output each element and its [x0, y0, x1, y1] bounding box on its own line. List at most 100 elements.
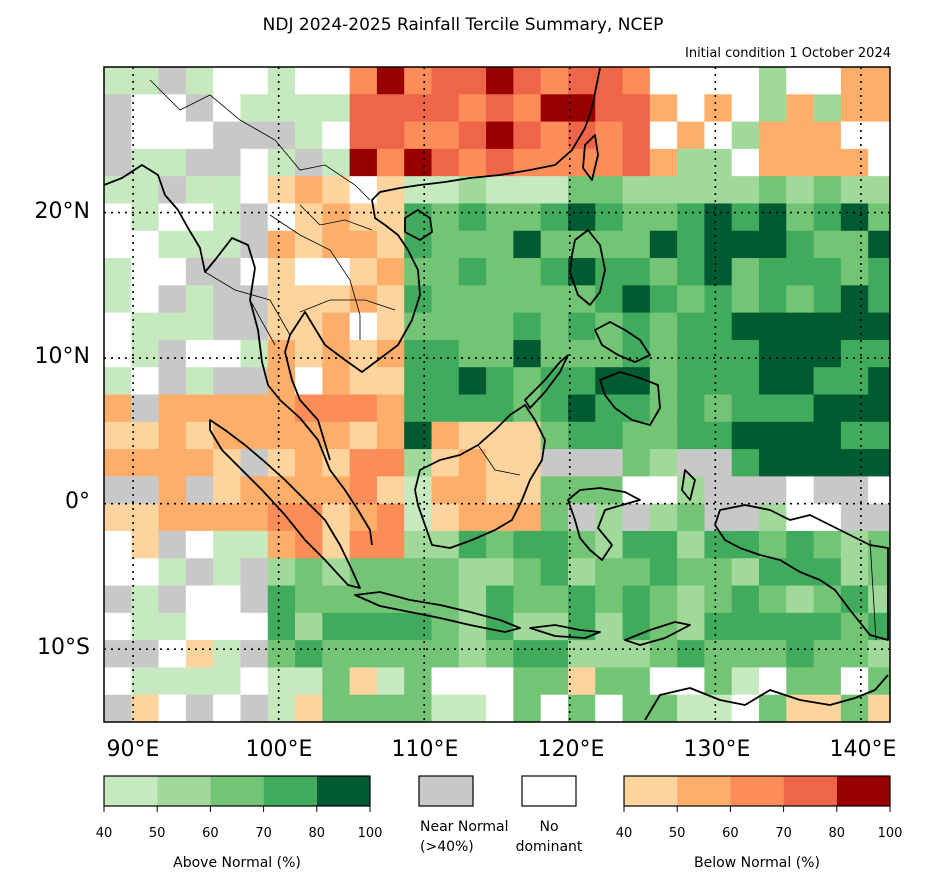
grid-cell [677, 312, 705, 341]
grid-cell [513, 585, 542, 614]
grid-cell [213, 312, 241, 341]
grid-cell [104, 612, 132, 641]
grid-cell [677, 421, 705, 450]
grid-cell [349, 530, 378, 559]
grid-cell [677, 503, 705, 532]
grid-cell [868, 67, 891, 95]
lat-label-10n: 10°N [34, 344, 90, 369]
grid-cell [458, 121, 487, 150]
colorbar-tick-label: 50 [148, 826, 166, 841]
grid-cell [349, 67, 378, 95]
grid-cell [868, 94, 891, 123]
grid-cell [376, 530, 405, 559]
grid-cell [813, 530, 842, 559]
grid-cell [240, 67, 269, 95]
grid-cell [540, 285, 569, 314]
grid-cell [322, 121, 351, 150]
grid-cell [540, 449, 569, 477]
sulawesi-coastline [567, 487, 641, 561]
tercile-grid [104, 67, 891, 723]
grid-cell [185, 394, 214, 423]
grid-cell [322, 394, 351, 423]
grid-cell [840, 558, 869, 587]
lon-label-110e: 110°E [391, 737, 459, 762]
grid-cell [240, 94, 269, 123]
grid-cell [840, 94, 869, 123]
grid-cell [704, 558, 733, 587]
palawan-coastline [524, 354, 569, 409]
grid-cell [431, 394, 460, 423]
grid-cell [731, 667, 760, 696]
grid-cell [240, 339, 269, 368]
grid-cell [104, 367, 132, 395]
grid-cell [622, 121, 651, 150]
grid-cell [376, 558, 405, 587]
grid-cell [213, 203, 241, 232]
grid-cell [704, 585, 733, 614]
grid-cell [731, 367, 760, 395]
grid-cell [677, 394, 705, 423]
grid-cell [213, 503, 241, 532]
grid-cell [677, 67, 705, 95]
grid-cell [213, 421, 241, 450]
grid-cell [567, 585, 596, 614]
grid-cell [376, 612, 405, 641]
grid-cell [158, 258, 187, 286]
grid-cell [158, 640, 187, 668]
grid-cell [868, 312, 891, 341]
grid-cell [158, 394, 187, 423]
grid-cell [622, 258, 651, 286]
grid-cell [158, 367, 187, 395]
grid-cell [677, 148, 705, 177]
grid-cell [704, 394, 733, 423]
grid-cell [622, 176, 651, 204]
grid-cell [295, 339, 323, 368]
lat-label-0: 0° [65, 489, 90, 514]
grid-cell [486, 558, 514, 587]
grid-cell [185, 67, 214, 95]
colorbar-segment [263, 776, 317, 806]
grid-cell [759, 67, 787, 95]
grid-cell [595, 285, 624, 314]
grid-cell [513, 94, 542, 123]
grid-cell [759, 258, 787, 286]
grid-cell [731, 421, 760, 450]
grid-cell [213, 694, 241, 723]
grid-cell [649, 367, 678, 395]
grid-cell [185, 476, 214, 505]
grid-cell [213, 530, 241, 559]
grid-cell [677, 176, 705, 204]
grid-cell [376, 339, 405, 368]
grid-cell [786, 148, 815, 177]
grid-cell [786, 94, 815, 123]
grid-cell [677, 94, 705, 123]
grid-cell [185, 612, 214, 641]
initial-condition-label: Initial condition 1 October 2024 [685, 46, 891, 61]
grid-cell [540, 312, 569, 341]
grid-cell [786, 476, 815, 505]
grid-cell [267, 476, 296, 505]
grid-cell [813, 503, 842, 532]
map-frame [103, 66, 891, 723]
grid-cell [813, 394, 842, 423]
grid-cell [677, 449, 705, 477]
lon-label-120e: 120°E [537, 737, 605, 762]
grid-cell [185, 121, 214, 150]
lon-label-140e: 140°E [829, 737, 897, 762]
grid-cell [786, 640, 815, 668]
grid-cell [868, 667, 891, 696]
grid-cell [840, 203, 869, 232]
above-normal-label: Above Normal (%) [173, 855, 301, 871]
grid-cell [540, 421, 569, 450]
luzon-coastline [569, 229, 606, 306]
grid-cell [731, 640, 760, 668]
grid-cell [840, 312, 869, 341]
grid-cell [840, 394, 869, 423]
grid-cell [131, 558, 160, 587]
grid-cell [486, 421, 514, 450]
grid-cell [267, 667, 296, 696]
grid-cell [486, 530, 514, 559]
grid-cell [267, 121, 296, 150]
grid-cell [295, 476, 323, 505]
grid-cell [213, 67, 241, 95]
